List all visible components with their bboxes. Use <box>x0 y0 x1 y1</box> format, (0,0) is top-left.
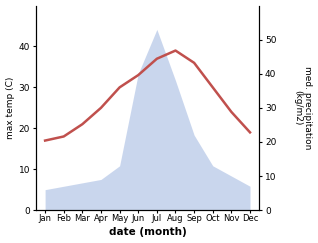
Y-axis label: med. precipitation
(kg/m2): med. precipitation (kg/m2) <box>293 66 313 149</box>
Y-axis label: max temp (C): max temp (C) <box>5 77 15 139</box>
X-axis label: date (month): date (month) <box>109 227 186 237</box>
